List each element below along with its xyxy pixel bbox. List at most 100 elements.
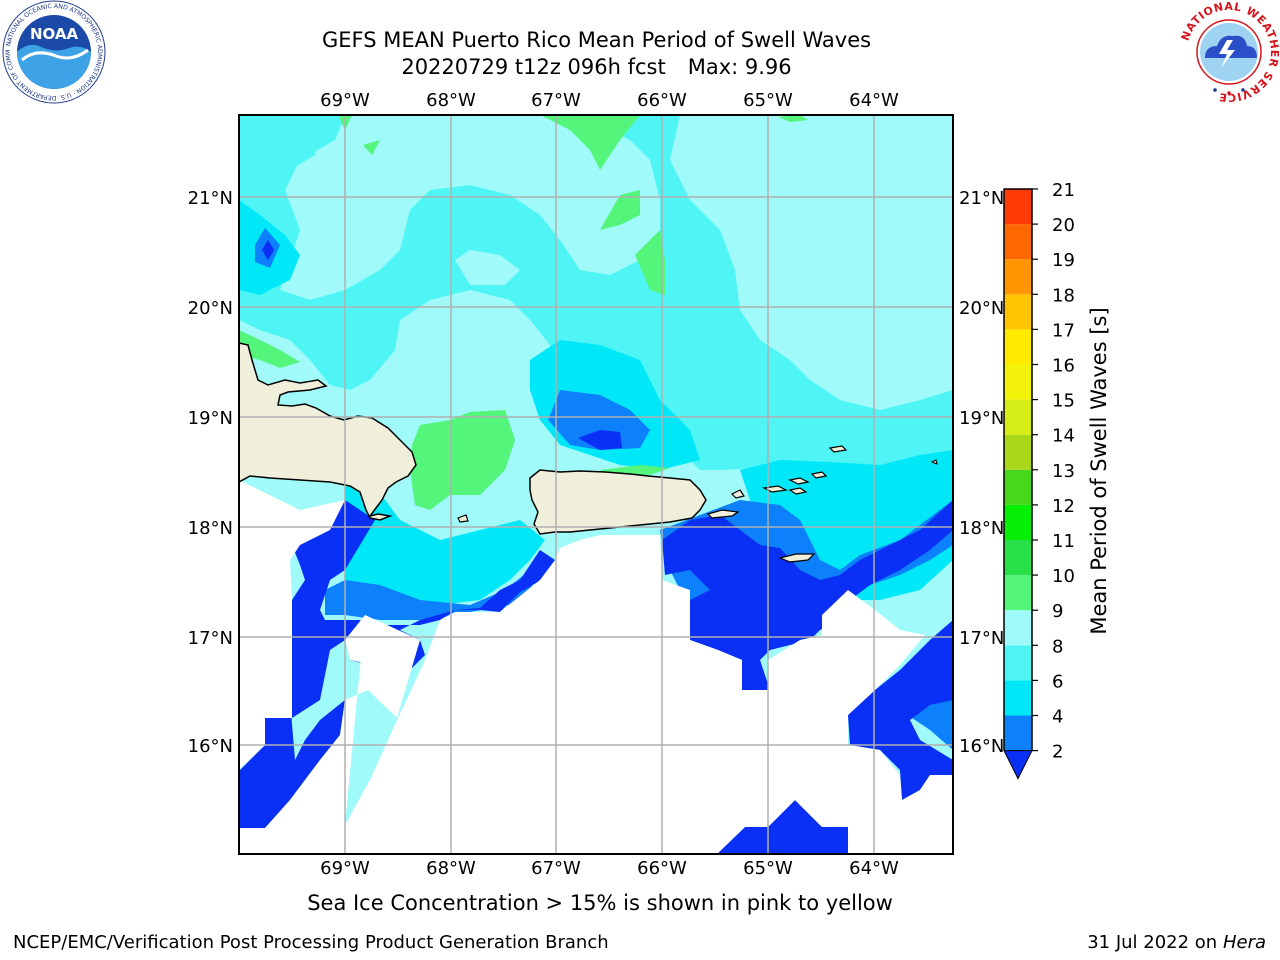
field-2-4-se <box>900 690 953 750</box>
colorbar-band <box>1004 504 1032 540</box>
colorbar-tick-label: 11 <box>1052 531 1075 552</box>
field-4-6-south <box>345 480 545 610</box>
map-frame <box>238 114 954 855</box>
lon-label-bottom: 67°W <box>531 858 581 879</box>
field-9-10-top-right <box>778 115 808 122</box>
sea-ice-note: Sea Ice Concentration > 15% is shown in … <box>307 891 893 915</box>
field-0-2-east <box>662 500 953 690</box>
desecheo-island <box>457 514 469 523</box>
colorbar-band <box>1004 364 1032 400</box>
st-croix-island <box>778 553 816 563</box>
lat-label-left: 16°N <box>188 736 233 757</box>
colorbar-band <box>1004 469 1032 505</box>
colorbar-band <box>1004 680 1032 716</box>
chart-title: GEFS MEAN Puerto Rico Mean Period of Swe… <box>321 28 872 52</box>
field-9-10-mona <box>410 410 515 510</box>
lon-label-top: 65°W <box>743 90 793 111</box>
land-layer <box>239 342 938 563</box>
lon-labels-top: 69°W 68°W 67°W 66°W 65°W 64°W <box>320 90 899 111</box>
field-2-4-sw <box>325 560 545 620</box>
colorbar-label: Mean Period of Swell Waves [s] <box>1087 307 1111 634</box>
colorbar-tick-label: 4 <box>1052 707 1063 728</box>
colorbar-extend-triangle <box>1003 750 1033 780</box>
colorbar-tick-label: 21 <box>1052 180 1075 201</box>
colorbar-tick-label: 13 <box>1052 461 1075 482</box>
anegada-island <box>828 445 848 453</box>
anguilla-island <box>930 459 938 465</box>
lat-label-left: 17°N <box>188 628 233 649</box>
vieques-island <box>706 509 740 519</box>
lat-label-left: 19°N <box>188 408 233 429</box>
graticule <box>239 115 953 854</box>
field-8-9 <box>239 115 953 854</box>
field-6-8-ul <box>239 125 320 180</box>
field-white-south <box>239 535 953 854</box>
colorbar-tick-label: 14 <box>1052 426 1075 447</box>
lat-label-left: 21°N <box>188 188 233 209</box>
footer-host: Hera <box>1222 932 1266 953</box>
lon-label-bottom: 68°W <box>426 858 476 879</box>
footer-date: 31 Jul 2022 on Hera <box>1087 932 1266 953</box>
field-0-2-pr-north <box>578 430 622 450</box>
field-4-6-center <box>530 340 700 470</box>
lat-label-right: 18°N <box>959 518 1004 539</box>
chart-run-info: 20220729 t12z 096h fcst Max: 9.96 <box>0 55 1193 79</box>
bvi-islands <box>788 471 828 495</box>
culebra-island <box>730 489 745 499</box>
colorbar-tick-label: 15 <box>1052 391 1075 412</box>
lon-label-top: 69°W <box>320 90 370 111</box>
puerto-rico-land <box>529 469 707 535</box>
field-0-2-west-hole <box>345 615 395 665</box>
field-6-8-north <box>239 115 953 470</box>
colorbar-tick-label: 17 <box>1052 320 1075 341</box>
lat-labels-left: 21°N 20°N 19°N 18°N 17°N 16°N <box>188 188 233 757</box>
colorbar-band <box>1004 610 1032 646</box>
colorbar-tick-label: 6 <box>1052 671 1063 692</box>
lon-label-bottom: 66°W <box>637 858 687 879</box>
lat-label-right: 16°N <box>959 736 1004 757</box>
colorbar-tick-label: 18 <box>1052 285 1075 306</box>
colorbar-band <box>1004 294 1032 330</box>
field-4-6-east <box>740 450 953 600</box>
colorbar-band <box>1004 715 1032 751</box>
lat-labels-right: 21°N 20°N 19°N 18°N 17°N 16°N <box>959 188 1004 757</box>
lon-labels-bottom: 69°W 68°W 67°W 66°W 65°W 64°W <box>320 858 899 879</box>
colorbar-tick-label: 20 <box>1052 215 1075 236</box>
colorbar-tick-label: 2 <box>1052 742 1063 763</box>
lon-label-bottom: 64°W <box>849 858 899 879</box>
field-8-9-center <box>455 250 520 285</box>
colorbar-tick-label: 10 <box>1052 566 1075 587</box>
field-white-sw <box>239 480 345 770</box>
lat-label-right: 19°N <box>959 408 1004 429</box>
lat-label-right: 20°N <box>959 298 1004 319</box>
colorbar-tick-label: 9 <box>1052 601 1063 622</box>
lon-label-top: 64°W <box>849 90 899 111</box>
colorbar-tick-label: 12 <box>1052 496 1075 517</box>
field-8-9-north-pocket <box>345 215 405 240</box>
field-0-2-nw-dot <box>260 235 275 262</box>
lat-label-right: 17°N <box>959 628 1004 649</box>
lat-label-right: 21°N <box>959 188 1004 209</box>
field-2-4-nw-ring <box>255 228 280 268</box>
colorbar: 2 4 6 8 9 10 11 12 13 14 15 16 17 18 19 20 21 <box>1003 180 1075 780</box>
colorbar-band <box>1004 575 1032 611</box>
field-4-6-west <box>239 200 300 295</box>
noaa-logo-icon: NATIONAL OCEANIC AND ATMOSPHERIC ADMINIS… <box>0 0 106 108</box>
lon-label-top: 67°W <box>531 90 581 111</box>
colorbar-band <box>1004 224 1032 260</box>
colorbar-band <box>1004 259 1032 295</box>
hispaniola-land <box>239 342 417 521</box>
colorbar-tick-label: 19 <box>1052 250 1075 271</box>
field-2-4-east <box>660 500 953 640</box>
max-label: Max: 9.96 <box>687 55 792 79</box>
st-thomas-island <box>762 485 788 493</box>
field-9-10-hispaniola <box>239 330 300 368</box>
lon-label-bottom: 69°W <box>320 858 370 879</box>
swell-period-field <box>239 115 953 854</box>
field-0-2-se <box>848 620 953 800</box>
lon-label-top: 68°W <box>426 90 476 111</box>
colorbar-band <box>1004 329 1032 365</box>
lat-label-left: 20°N <box>188 298 233 319</box>
field-9-10-pr-north <box>600 465 670 478</box>
run-label: 20220729 t12z 096h fcst <box>401 55 666 79</box>
